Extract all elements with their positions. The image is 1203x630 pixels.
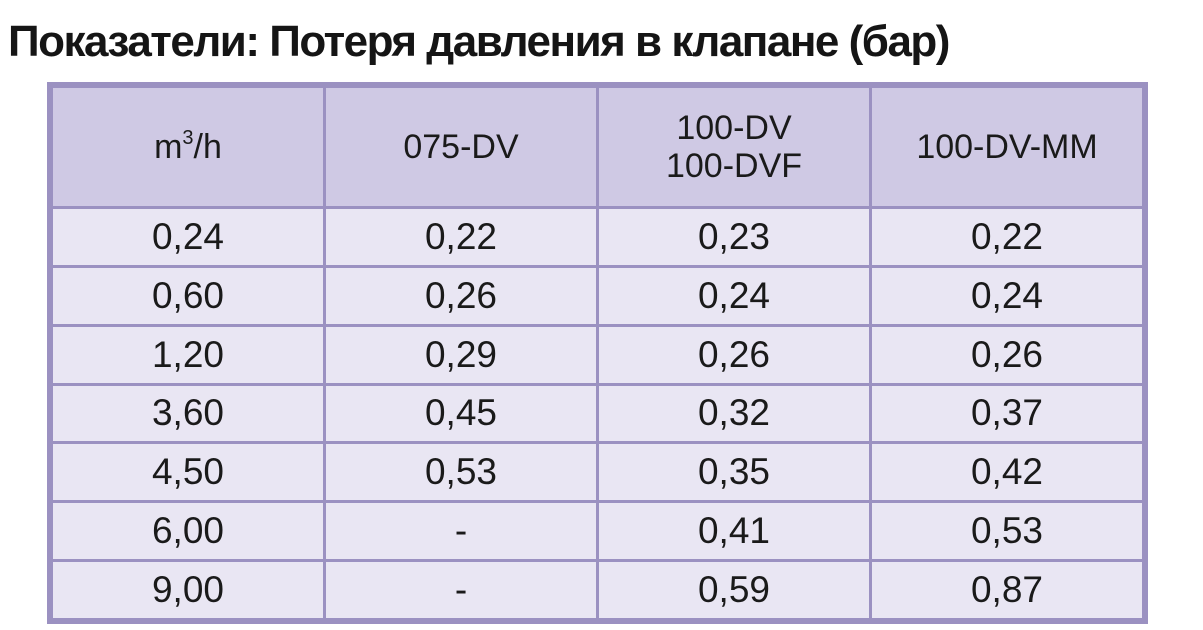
table-header-row: m3/h 075-DV 100-DV 100-DVF 100-DV-MM — [53, 88, 1142, 206]
flow-unit-superscript: 3 — [182, 127, 194, 149]
header-100-dv: 100-DV 100-DVF — [599, 88, 869, 206]
cell-075-dv: 0,26 — [326, 267, 596, 324]
page-title: Показатели: Потеря давления в клапане (б… — [8, 17, 950, 66]
cell-100-dv: 0,41 — [599, 503, 869, 560]
cell-100-dv: 0,35 — [599, 444, 869, 501]
pressure-loss-table: m3/h 075-DV 100-DV 100-DVF 100-DV-MM 0,2… — [50, 85, 1145, 621]
cell-flow: 1,20 — [53, 326, 323, 383]
cell-075-dv: 0,45 — [326, 385, 596, 442]
cell-100-dv-mm: 0,53 — [872, 503, 1142, 560]
flow-unit-base: m — [154, 128, 183, 166]
table-row: 0,24 0,22 0,23 0,22 — [53, 209, 1142, 265]
flow-unit-rest: /h — [193, 128, 222, 166]
header-100-dv-line1: 100-DV — [676, 109, 792, 147]
cell-075-dv: - — [326, 503, 596, 560]
cell-100-dv-mm: 0,37 — [872, 385, 1142, 442]
cell-flow: 3,60 — [53, 385, 323, 442]
cell-flow: 9,00 — [53, 562, 323, 618]
cell-075-dv: 0,29 — [326, 326, 596, 383]
cell-flow: 0,60 — [53, 267, 323, 324]
cell-100-dv-mm: 0,26 — [872, 326, 1142, 383]
header-075-dv: 075-DV — [326, 88, 596, 206]
header-100-dv-line2: 100-DVF — [665, 147, 803, 185]
table-row: 9,00 - 0,59 0,87 — [53, 562, 1142, 618]
cell-100-dv: 0,59 — [599, 562, 869, 618]
cell-100-dv-mm: 0,42 — [872, 444, 1142, 501]
header-flow-rate: m3/h — [53, 88, 323, 206]
table-row: 1,20 0,29 0,26 0,26 — [53, 326, 1142, 383]
cell-100-dv: 0,24 — [599, 267, 869, 324]
cell-075-dv: - — [326, 562, 596, 618]
table-row: 0,60 0,26 0,24 0,24 — [53, 267, 1142, 324]
table-row: 6,00 - 0,41 0,53 — [53, 503, 1142, 560]
cell-100-dv-mm: 0,24 — [872, 267, 1142, 324]
table-row: 3,60 0,45 0,32 0,37 — [53, 385, 1142, 442]
cell-flow: 6,00 — [53, 503, 323, 560]
cell-100-dv: 0,32 — [599, 385, 869, 442]
header-100-dv-mm: 100-DV-MM — [872, 88, 1142, 206]
cell-075-dv: 0,53 — [326, 444, 596, 501]
cell-075-dv: 0,22 — [326, 209, 596, 265]
pressure-loss-table-container: m3/h 075-DV 100-DV 100-DVF 100-DV-MM 0,2… — [47, 82, 1148, 624]
table-row: 4,50 0,53 0,35 0,42 — [53, 444, 1142, 501]
cell-100-dv-mm: 0,22 — [872, 209, 1142, 265]
cell-100-dv-mm: 0,87 — [872, 562, 1142, 618]
cell-flow: 4,50 — [53, 444, 323, 501]
cell-flow: 0,24 — [53, 209, 323, 265]
cell-100-dv: 0,23 — [599, 209, 869, 265]
cell-100-dv: 0,26 — [599, 326, 869, 383]
